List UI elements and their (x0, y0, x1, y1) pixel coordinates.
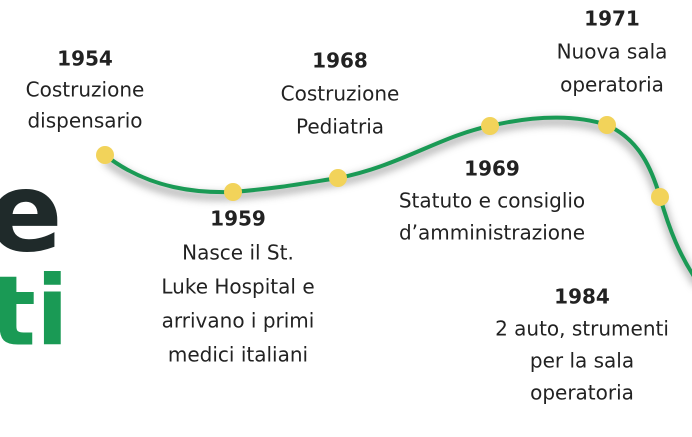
event-year: 1959 (210, 207, 266, 231)
fragment: ti (0, 255, 69, 367)
event-text: Nasce il St. (182, 241, 294, 265)
event-text: Costruzione (281, 82, 400, 106)
dot (598, 116, 616, 134)
event-text: operatoria (530, 381, 634, 405)
event-text: Nuova sala (557, 40, 668, 64)
event-text: Costruzione (26, 78, 145, 102)
dot (224, 183, 242, 201)
labels: 1954 Costruzione dispensario 1959 Nasce il S… (26, 7, 669, 405)
event-text: 2 auto, strumenti (495, 317, 669, 341)
event-text: medici italiani (168, 343, 308, 367)
event-year: 1971 (584, 7, 640, 31)
dot (329, 169, 347, 187)
dot (481, 117, 499, 135)
event-year: 1984 (554, 285, 610, 309)
event-text: Statuto e consiglio (399, 189, 585, 213)
event-year: 1954 (57, 47, 113, 71)
event-text: operatoria (560, 73, 664, 97)
event-text: Pediatria (296, 115, 384, 139)
fragment: e (0, 148, 63, 276)
dot (651, 188, 669, 206)
event-text: d’amministrazione (399, 221, 585, 245)
dot (96, 146, 114, 164)
event-text: per la sala (530, 349, 634, 373)
event-text: arrivano i primi (162, 309, 315, 333)
event-text: Luke Hospital e (161, 275, 314, 299)
event-year: 1968 (312, 49, 368, 73)
event-text: dispensario (27, 109, 142, 133)
event-year: 1969 (464, 157, 520, 181)
dots (96, 116, 669, 206)
